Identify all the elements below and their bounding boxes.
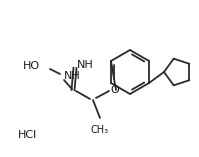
Text: NH: NH xyxy=(77,60,94,70)
Text: HCl: HCl xyxy=(18,130,37,140)
Text: CH₃: CH₃ xyxy=(91,125,109,135)
Text: HO: HO xyxy=(23,61,40,71)
Text: O: O xyxy=(111,85,119,95)
Text: NH: NH xyxy=(64,71,81,81)
